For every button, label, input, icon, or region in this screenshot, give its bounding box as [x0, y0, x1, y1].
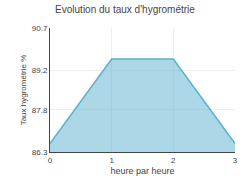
svg-text:87.8: 87.8 — [32, 106, 48, 115]
svg-text:heure par heure: heure par heure — [110, 166, 174, 176]
svg-text:1: 1 — [109, 156, 114, 165]
svg-text:86.3: 86.3 — [32, 148, 48, 157]
svg-text:0: 0 — [48, 156, 53, 165]
svg-text:2: 2 — [171, 156, 176, 165]
svg-text:89.2: 89.2 — [32, 66, 48, 75]
svg-text:Taux hygrométrie %: Taux hygrométrie % — [19, 55, 28, 126]
svg-text:90.7: 90.7 — [32, 24, 48, 33]
svg-text:3: 3 — [233, 156, 238, 165]
svg-text:Evolution du taux d'hygrométri: Evolution du taux d'hygrométrie — [55, 4, 195, 15]
